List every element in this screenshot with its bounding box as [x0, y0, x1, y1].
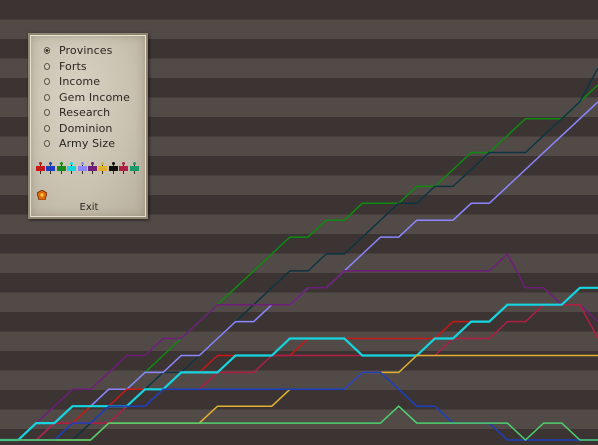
nation-flags-row	[36, 162, 144, 175]
nation-flag-teal-icon[interactable]	[129, 162, 139, 174]
nation-flag-red-icon[interactable]	[36, 162, 45, 174]
radio-button-icon[interactable]	[44, 140, 50, 147]
radio-button-icon[interactable]	[44, 109, 50, 116]
radio-button-icon[interactable]	[44, 47, 50, 54]
series-line-4	[0, 287, 598, 441]
option-label: Income	[59, 75, 101, 88]
option-label: Army Size	[59, 137, 116, 150]
option-forts[interactable]: Forts	[44, 59, 87, 74]
option-income[interactable]: Income	[44, 74, 100, 89]
option-label: Dominion	[59, 121, 113, 135]
series-line-7	[0, 354, 598, 441]
series-line-8	[0, 371, 598, 441]
option-label: Forts	[59, 59, 87, 73]
radio-button-icon[interactable]	[44, 124, 50, 132]
graph-options-panel: Provinces Forts Income Gem Income Research Do…	[28, 33, 148, 219]
nation-flag-cyan-icon[interactable]	[67, 162, 77, 174]
option-label: Provinces	[59, 44, 113, 57]
radio-button-icon[interactable]	[44, 62, 50, 70]
series-line-6	[0, 286, 598, 442]
nation-flag-yellow-icon[interactable]	[98, 162, 108, 174]
player-emblem-icon[interactable]	[36, 185, 48, 201]
nation-flag-purple-icon[interactable]	[88, 162, 97, 174]
option-label: Gem Income	[59, 90, 130, 104]
option-gem-income[interactable]: Gem Income	[44, 90, 130, 105]
option-dominion[interactable]: Dominion	[44, 121, 113, 136]
nation-flag-black-icon[interactable]	[108, 162, 118, 174]
series-line-9	[0, 405, 598, 442]
option-label: Research	[59, 106, 111, 119]
option-research[interactable]: Research	[44, 105, 110, 120]
nation-flag-crimson-icon[interactable]	[119, 162, 129, 174]
nation-flag-blue-icon[interactable]	[46, 162, 56, 174]
radio-button-icon[interactable]	[44, 78, 50, 85]
radio-button-icon[interactable]	[44, 93, 50, 101]
option-army-size[interactable]: Army Size	[44, 136, 115, 151]
series-line-5	[0, 303, 598, 441]
nation-flag-lavender-icon[interactable]	[77, 162, 87, 174]
nation-flag-green-icon[interactable]	[56, 162, 66, 174]
exit-button[interactable]: Exit	[79, 202, 99, 213]
option-provinces[interactable]: Provinces	[44, 43, 112, 58]
series-line-3	[0, 252, 598, 441]
